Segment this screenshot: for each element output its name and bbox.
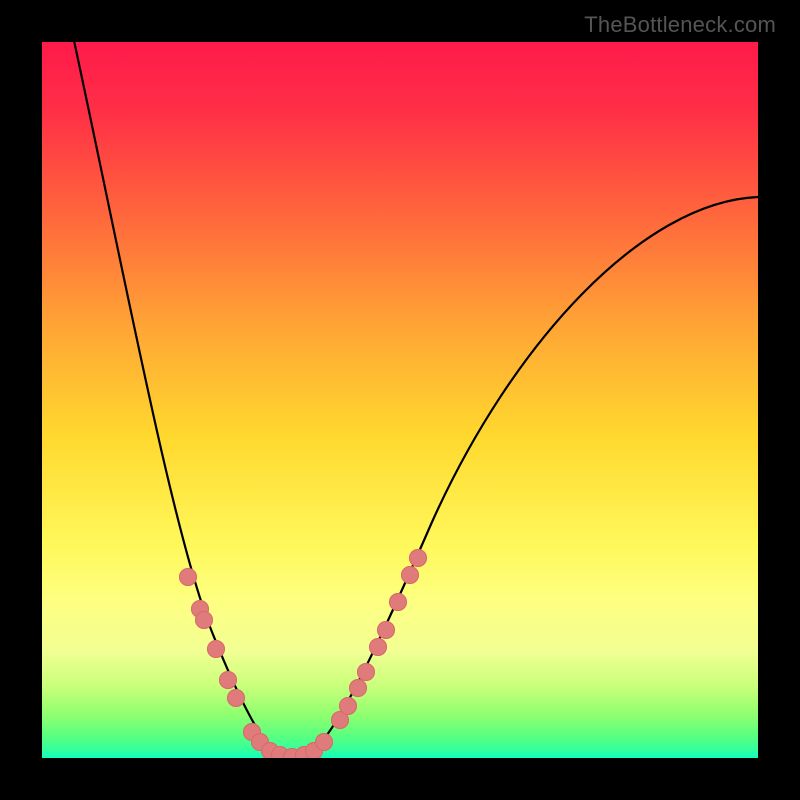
data-point bbox=[349, 679, 367, 697]
plot-area bbox=[42, 42, 758, 758]
data-point bbox=[369, 638, 387, 656]
data-point bbox=[179, 568, 197, 586]
data-point bbox=[357, 663, 375, 681]
data-point bbox=[389, 593, 407, 611]
data-point bbox=[207, 640, 225, 658]
data-point bbox=[401, 566, 419, 584]
data-point bbox=[315, 733, 333, 751]
data-point bbox=[377, 621, 395, 639]
watermark-text: TheBottleneck.com bbox=[584, 12, 776, 38]
data-point bbox=[339, 697, 357, 715]
data-point bbox=[409, 549, 427, 567]
data-point bbox=[195, 611, 213, 629]
data-points-layer bbox=[42, 42, 758, 758]
data-point bbox=[227, 689, 245, 707]
data-point bbox=[219, 671, 237, 689]
